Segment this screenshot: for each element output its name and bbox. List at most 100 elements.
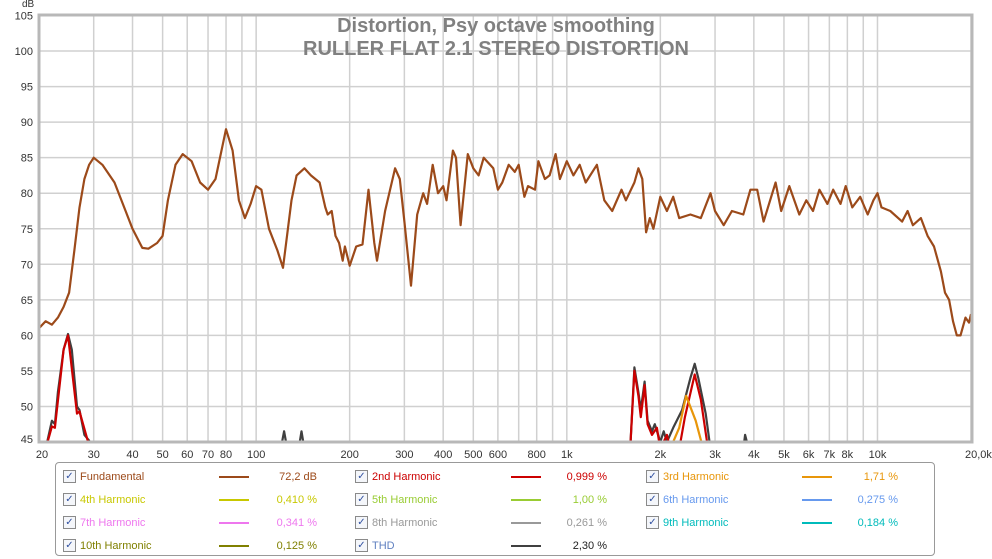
legend-checkbox[interactable]: ✓ — [355, 470, 368, 483]
legend-item-thd: ✓ THD 2,30 % — [355, 538, 615, 554]
x-tick-label: 6k — [803, 449, 815, 460]
legend-label: 10th Harmonic — [80, 540, 152, 552]
legend-item-4th-harmonic: ✓ 4th Harmonic 0,410 % — [63, 492, 323, 508]
legend-swatch — [802, 499, 832, 501]
x-tick-label: 20,0k Hz — [965, 449, 992, 460]
legend: ✓ Fundamental 72,2 dB ✓ 2nd Harmonic 0,999 % ✓… — [55, 462, 935, 556]
legend-item-8th-harmonic: ✓ 8th Harmonic 0,261 % — [355, 515, 615, 531]
y-tick-label: 55 — [21, 366, 33, 378]
plot-border — [37, 13, 974, 444]
chart-title: Distortion, Psy octave smoothing — [337, 15, 655, 37]
legend-value: 1,00 % — [572, 494, 607, 506]
legend-value: 0,341 % — [276, 517, 317, 529]
x-tick-label: 1k — [561, 449, 573, 460]
legend-swatch — [219, 545, 249, 547]
legend-swatch — [511, 476, 541, 478]
y-tick-label: 45 — [21, 434, 33, 446]
legend-checkbox[interactable]: ✓ — [646, 516, 659, 529]
legend-checkbox[interactable]: ✓ — [646, 493, 659, 506]
series-thd — [46, 332, 749, 442]
x-tick-label: 80 — [220, 449, 232, 460]
y-tick-label: 80 — [21, 188, 33, 200]
y-tick-label: 75 — [21, 224, 33, 236]
legend-label: 3rd Harmonic — [663, 471, 730, 483]
legend-label: 6th Harmonic — [663, 494, 729, 506]
x-tick-label: 50 — [157, 449, 169, 460]
x-tick-label: 40 — [126, 449, 138, 460]
legend-checkbox[interactable]: ✓ — [63, 493, 76, 506]
x-tick-label: 400 — [434, 449, 452, 460]
x-tick-label: 70 — [202, 449, 214, 460]
legend-label: THD — [372, 540, 395, 552]
x-tick-label: 20 — [36, 449, 48, 460]
x-tick-label: 2k — [655, 449, 667, 460]
axis-ticks: 45 50 55 60 65 70 75 80 85 90 95 100 105 20 30 40 50 60 70… — [15, 11, 992, 461]
x-tick-label: 200 — [340, 449, 358, 460]
legend-swatch — [802, 476, 832, 478]
legend-value: 0,184 % — [857, 517, 898, 529]
legend-item-5th-harmonic: ✓ 5th Harmonic 1,00 % — [355, 492, 615, 508]
legend-checkbox[interactable]: ✓ — [646, 470, 659, 483]
legend-swatch — [511, 499, 541, 501]
legend-swatch — [511, 545, 541, 547]
legend-label: Fundamental — [80, 471, 145, 483]
legend-label: 2nd Harmonic — [372, 471, 441, 483]
x-tick-label: 8k — [842, 449, 854, 460]
y-tick-label: 100 — [15, 46, 33, 58]
legend-checkbox[interactable]: ✓ — [355, 539, 368, 552]
y-tick-label: 85 — [21, 153, 33, 165]
y-tick-label: 60 — [21, 330, 33, 342]
legend-item-2nd-harmonic: ✓ 2nd Harmonic 0,999 % — [355, 469, 615, 485]
legend-label: 4th Harmonic — [80, 494, 146, 506]
x-tick-label: 30 — [88, 449, 100, 460]
y-tick-label: 65 — [21, 295, 33, 307]
legend-checkbox[interactable]: ✓ — [63, 516, 76, 529]
legend-checkbox[interactable]: ✓ — [355, 516, 368, 529]
x-tick-label: 7k — [824, 449, 836, 460]
legend-checkbox[interactable]: ✓ — [63, 470, 76, 483]
legend-label: 5th Harmonic — [372, 494, 438, 506]
legend-swatch — [219, 499, 249, 501]
series-3rd-harmonic — [671, 394, 703, 442]
legend-checkbox[interactable]: ✓ — [355, 493, 368, 506]
series-2nd-harmonic — [46, 334, 709, 442]
x-tick-label: 100 — [247, 449, 265, 460]
legend-value: 2,30 % — [572, 540, 607, 552]
x-tick-label: 3k — [709, 449, 721, 460]
y-tick-label: 105 — [15, 11, 33, 23]
legend-checkbox[interactable]: ✓ — [63, 539, 76, 552]
legend-value: 0,999 % — [566, 471, 607, 483]
series-group — [39, 128, 971, 442]
legend-value: 1,71 % — [863, 471, 898, 483]
x-tick-label: 4k — [748, 449, 760, 460]
legend-swatch — [219, 522, 249, 524]
legend-item-fundamental: ✓ Fundamental 72,2 dB — [63, 469, 323, 485]
grid — [38, 14, 972, 443]
legend-value: 0,125 % — [276, 540, 317, 552]
x-tick-label: 600 — [489, 449, 507, 460]
x-tick-label: 500 — [464, 449, 482, 460]
legend-value: 0,261 % — [566, 517, 607, 529]
series-fundamental — [39, 128, 971, 337]
x-tick-label: 800 — [528, 449, 546, 460]
legend-label: 9th Harmonic — [663, 517, 729, 529]
legend-value: 0,410 % — [276, 494, 317, 506]
y-tick-label: 50 — [21, 401, 33, 413]
legend-item-9th-harmonic: ✓ 9th Harmonic 0,184 % — [646, 515, 906, 531]
legend-item-3rd-harmonic: ✓ 3rd Harmonic 1,71 % — [646, 469, 906, 485]
x-tick-label: 60 — [181, 449, 193, 460]
y-tick-label: 90 — [21, 117, 33, 129]
legend-value: 72,2 dB — [279, 471, 317, 483]
y-tick-label: 95 — [21, 82, 33, 94]
legend-value: 0,275 % — [857, 494, 898, 506]
legend-swatch — [511, 522, 541, 524]
legend-swatch — [802, 522, 832, 524]
y-axis-label: dB — [22, 0, 35, 10]
legend-item-6th-harmonic: ✓ 6th Harmonic 0,275 % — [646, 492, 906, 508]
distortion-chart: 45 50 55 60 65 70 75 80 85 90 95 100 105 20 30 40 50 60 70… — [15, 0, 992, 461]
legend-swatch — [219, 476, 249, 478]
legend-item-10th-harmonic: ✓ 10th Harmonic 0,125 % — [63, 538, 323, 554]
x-tick-label: 300 — [395, 449, 413, 460]
legend-label: 8th Harmonic — [372, 517, 438, 529]
x-tick-label: 5k — [778, 449, 790, 460]
